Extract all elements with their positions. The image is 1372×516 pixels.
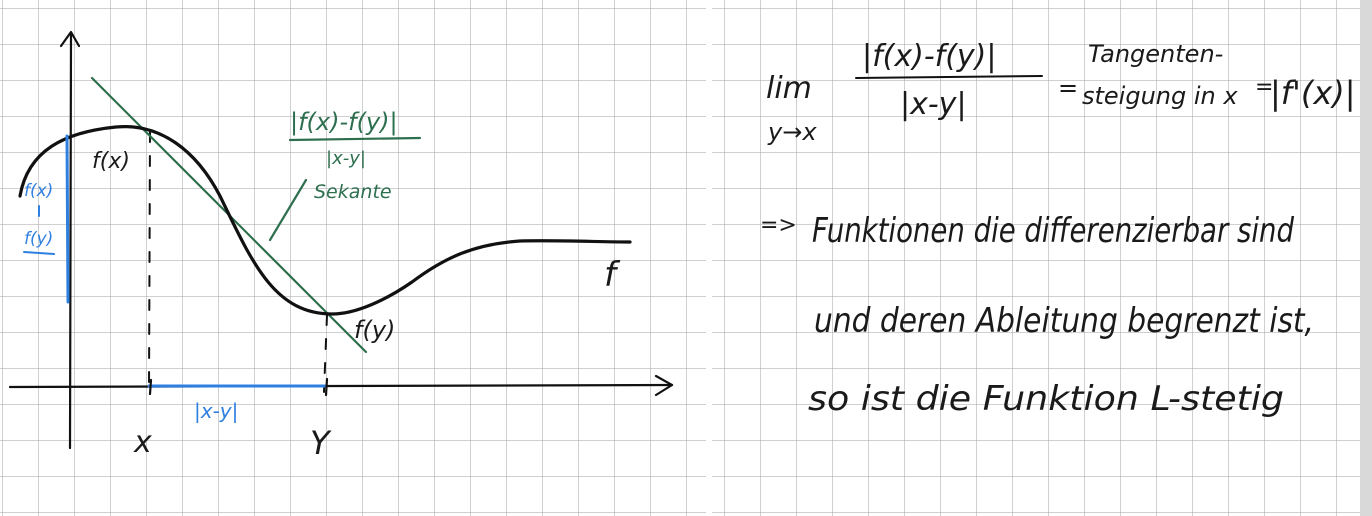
- y-tick: [324, 377, 329, 397]
- difference-underline: [23, 251, 55, 255]
- x-guide: [148, 131, 151, 391]
- label-f-of-y: f(y): [354, 316, 395, 344]
- note-equals-1: =: [1058, 74, 1078, 102]
- label-quotient-denominator: |x-y|: [326, 148, 366, 169]
- note-equals-2: =: [1255, 75, 1273, 100]
- page-edge: [1360, 0, 1372, 516]
- note-implies: =>: [760, 213, 797, 238]
- label-function-f: f: [604, 255, 621, 295]
- note-limit-sub: y→x: [767, 118, 817, 146]
- note-limit-word: lim: [766, 71, 812, 106]
- note-fraction-bar: [855, 75, 1043, 79]
- sketch-panel: [0, 0, 706, 516]
- y-axis: [68, 32, 73, 450]
- ticks: [148, 377, 329, 397]
- panel-gap: [706, 0, 712, 516]
- guides: [148, 131, 328, 393]
- label-difference-top: f(x): [24, 181, 53, 201]
- sketch-fraction-bar: [288, 136, 422, 142]
- label-difference-bottom: f(y): [24, 229, 53, 249]
- secant-pointer: [268, 178, 308, 242]
- x-axis-arrow: [654, 374, 674, 397]
- note-line-3: so ist die Funktion L-stetig: [808, 379, 1284, 419]
- function-curve: [18, 125, 632, 316]
- axes: [8, 30, 674, 450]
- label-y-point: Y: [310, 424, 332, 462]
- y-axis-arrow: [59, 30, 81, 48]
- label-secant: Sekante: [314, 181, 392, 203]
- note-tangent-line1: Tangenten-: [1088, 40, 1223, 68]
- note-frac-denominator: |x-y|: [900, 87, 967, 122]
- label-quotient-numerator: |f(x)-f(y)|: [290, 108, 398, 136]
- note-tangent-line2: steigung in x: [1082, 82, 1238, 110]
- label-x-point: x: [133, 425, 152, 460]
- notes-panel: [712, 0, 1372, 516]
- note-line-2: und deren Ableitung begrenzt ist,: [814, 301, 1314, 341]
- note-derivative: |f'(x)|: [1270, 74, 1356, 112]
- vertical-difference-bar: [65, 134, 70, 304]
- note-frac-numerator: |f(x)-f(y)|: [862, 39, 997, 74]
- label-distance: |x-y|: [194, 399, 238, 423]
- label-f-of-x: f(x): [92, 149, 130, 174]
- measures: [23, 134, 327, 388]
- x-tick: [148, 378, 153, 396]
- note-line-1: Funktionen die differenzierbar sind: [812, 211, 1294, 251]
- x-axis: [8, 383, 674, 389]
